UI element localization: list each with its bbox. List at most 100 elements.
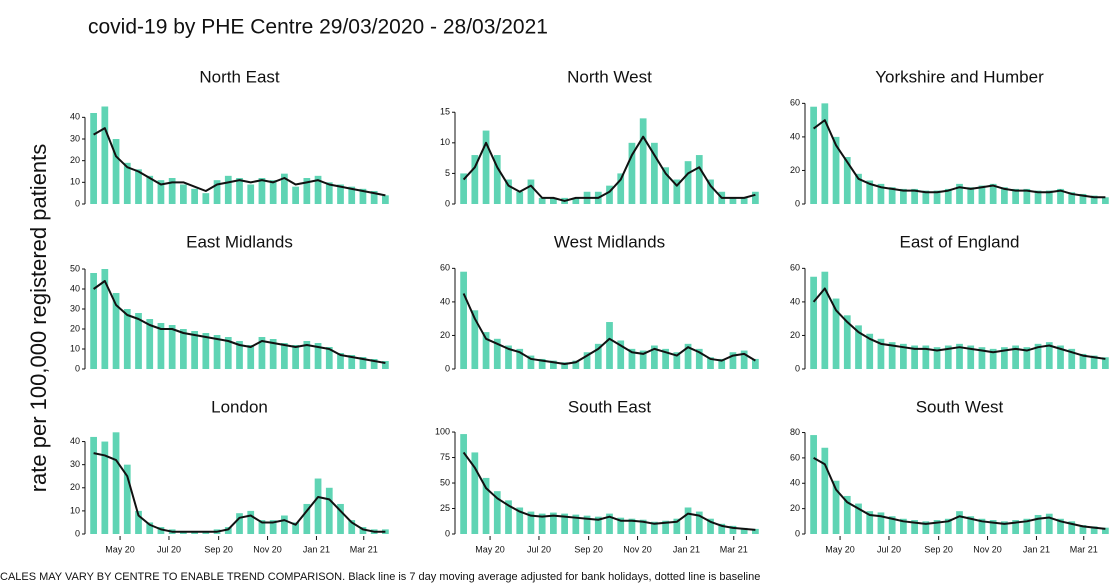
y-tick-label: 10 [440, 137, 450, 147]
bar [146, 522, 154, 534]
x-tick-label: Jul 20 [527, 544, 551, 554]
bar [168, 325, 176, 369]
x-tick-label: Sep 20 [924, 544, 953, 554]
bar [651, 345, 658, 369]
y-tick-label: 20 [790, 165, 800, 175]
y-tick-label: 0 [445, 528, 450, 538]
bar [978, 185, 986, 204]
x-tick-label: Sep 20 [204, 544, 233, 554]
bar [922, 345, 930, 369]
bar [516, 348, 524, 369]
x-tick-label: Jan 21 [303, 544, 330, 554]
y-tick-label: 20 [790, 330, 800, 340]
bar [1001, 187, 1008, 204]
y-tick-label: 60 [790, 452, 800, 462]
bar [729, 525, 737, 534]
y-tick-label: 40 [70, 436, 80, 446]
y-axis-label: rate per 100,000 registered patients [26, 144, 51, 493]
y-tick-label: 30 [70, 133, 80, 143]
bar [191, 331, 198, 369]
bar [482, 332, 490, 369]
bar [707, 179, 714, 204]
bar [933, 347, 941, 369]
bar [112, 432, 120, 534]
bar [281, 515, 288, 534]
bar [900, 518, 907, 534]
y-tick-label: 10 [70, 505, 80, 515]
bar [550, 512, 557, 534]
bar [1012, 188, 1019, 204]
bar [146, 319, 154, 369]
bar [202, 193, 210, 204]
y-tick-label: 5 [445, 168, 450, 178]
bar [900, 188, 907, 204]
bar [1090, 195, 1098, 204]
x-tick-label: Jul 20 [877, 544, 901, 554]
bar [1090, 355, 1098, 369]
bar [258, 337, 266, 369]
bar [550, 360, 557, 369]
bar [673, 352, 681, 369]
bar [247, 345, 255, 369]
bar [180, 329, 187, 369]
bar [1001, 347, 1008, 369]
y-tick-label: 0 [75, 363, 80, 373]
bar [337, 503, 344, 534]
bar [956, 183, 963, 204]
y-tick-label: 0 [445, 363, 450, 373]
moving-average-line [462, 451, 756, 531]
bar [471, 155, 479, 204]
bar [123, 464, 131, 534]
bar [1090, 526, 1098, 534]
bar [101, 269, 109, 369]
bar [247, 510, 255, 534]
bar [967, 187, 975, 204]
y-tick-label: 0 [75, 528, 80, 538]
bar [572, 514, 580, 534]
x-tick-label: May 20 [105, 544, 135, 554]
bar [1102, 357, 1109, 369]
y-tick-label: 50 [440, 477, 450, 487]
bar [382, 195, 389, 204]
bar [359, 188, 367, 204]
bar [888, 342, 896, 369]
bar [978, 347, 986, 369]
bar [606, 513, 613, 534]
bar [606, 322, 613, 369]
moving-average-line [93, 452, 386, 533]
bar [843, 495, 851, 534]
x-tick-label: Nov 20 [253, 544, 282, 554]
panel-title: Yorkshire and Humber [875, 67, 1044, 86]
bar [1023, 188, 1031, 204]
y-tick-label: 10 [70, 177, 80, 187]
bar [1034, 514, 1042, 534]
bar [236, 341, 243, 369]
bar [662, 348, 669, 369]
bar [292, 522, 299, 534]
bar [337, 184, 344, 204]
x-tick-label: Nov 20 [623, 544, 652, 554]
y-tick-label: 60 [790, 98, 800, 108]
bar [1045, 513, 1053, 534]
bar [810, 276, 817, 369]
bar [651, 142, 658, 204]
bar [471, 310, 479, 369]
bar [1057, 518, 1064, 534]
bar [956, 511, 963, 534]
bar [628, 518, 636, 534]
bar [527, 355, 535, 369]
bar [550, 197, 557, 204]
bar [382, 361, 389, 369]
bar [224, 337, 232, 369]
bar [888, 516, 896, 534]
bar [538, 358, 546, 369]
bar [1057, 345, 1064, 369]
bar [695, 348, 703, 369]
bar [639, 118, 647, 204]
bar [843, 157, 851, 204]
bar [1012, 520, 1019, 534]
bar [832, 298, 840, 369]
bar [933, 190, 941, 204]
bar [684, 161, 692, 204]
bar [314, 478, 322, 534]
